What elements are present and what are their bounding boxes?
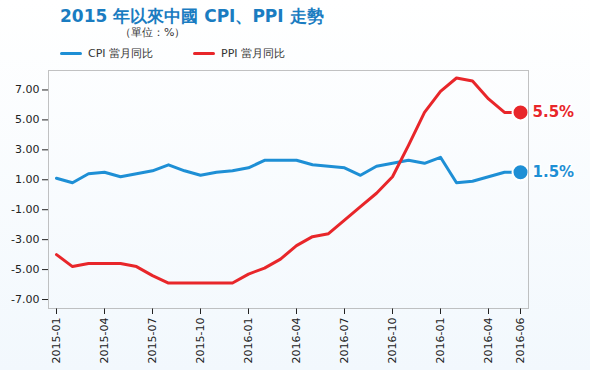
svg-text:2016-06: 2016-06 xyxy=(514,318,527,364)
svg-text:2016-04: 2016-04 xyxy=(290,318,303,364)
svg-text:-3.00: -3.00 xyxy=(11,233,39,246)
svg-text:-5.00: -5.00 xyxy=(11,263,39,276)
svg-text:7.00: 7.00 xyxy=(15,83,40,96)
svg-text:-1.00: -1.00 xyxy=(11,203,39,216)
svg-text:5.5%: 5.5% xyxy=(533,103,575,121)
svg-text:1.5%: 1.5% xyxy=(533,163,575,181)
svg-text:1.00: 1.00 xyxy=(15,173,40,186)
svg-text:2016-04: 2016-04 xyxy=(482,318,495,364)
svg-text:2016-01: 2016-01 xyxy=(242,318,255,364)
svg-text:5.00: 5.00 xyxy=(15,113,40,126)
svg-text:2016-07: 2016-07 xyxy=(338,318,351,364)
html-text:PPI 當月同比: PPI 當月同比 xyxy=(221,47,286,60)
svg-text:2015-04: 2015-04 xyxy=(98,318,111,364)
html-text:2015 年以來中國 CPI、PPI 走勢: 2015 年以來中國 CPI、PPI 走勢 xyxy=(60,6,324,26)
svg-text:2015-01: 2015-01 xyxy=(50,318,63,364)
svg-text:3.00: 3.00 xyxy=(15,143,40,156)
html-text:（單位：%）: （單位：%） xyxy=(120,26,186,39)
svg-text:-7.00: -7.00 xyxy=(11,293,39,306)
svg-text:2016-01: 2016-01 xyxy=(434,318,447,364)
html-text:CPI 當月同比: CPI 當月同比 xyxy=(88,47,154,60)
svg-text:2016-10: 2016-10 xyxy=(386,318,399,364)
svg-text:2015-07: 2015-07 xyxy=(146,318,159,364)
svg-text:2015-10: 2015-10 xyxy=(194,318,207,364)
